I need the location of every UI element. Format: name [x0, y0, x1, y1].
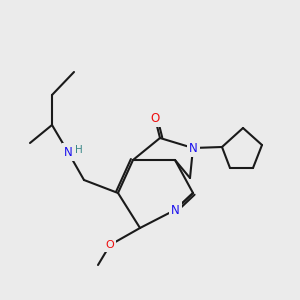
Text: O: O	[150, 112, 160, 124]
Text: O: O	[106, 240, 114, 250]
Text: H: H	[75, 145, 83, 155]
Text: N: N	[189, 142, 197, 154]
Text: N: N	[64, 146, 72, 158]
Text: N: N	[171, 203, 179, 217]
